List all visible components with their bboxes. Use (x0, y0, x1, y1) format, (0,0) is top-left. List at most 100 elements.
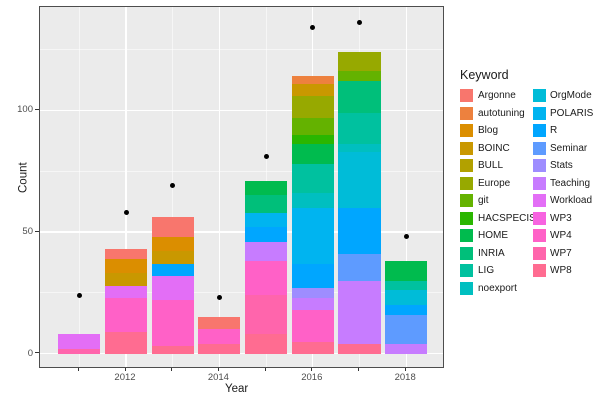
bar-segment-2015-WP8 (245, 334, 288, 354)
legend-key-LIG (460, 264, 473, 277)
gridline-major-y (40, 353, 443, 355)
bar-segment-2017-OrgMode (338, 151, 381, 208)
point-2011 (76, 292, 82, 298)
bar-segment-2013-R (151, 263, 194, 276)
bar-segment-2018-LIG (385, 280, 428, 291)
bar-segment-2016-R (291, 263, 334, 288)
bar-segment-2012-WP8 (104, 331, 147, 354)
legend-key-Argonne (460, 89, 473, 102)
bar-segment-2016-Europe (291, 95, 334, 118)
legend-label-noexport: noexport (478, 282, 517, 294)
bar-segment-2018-OrgMode (385, 290, 428, 305)
bar-segment-2015-INRIA (245, 195, 288, 213)
legend-label-BULL: BULL (478, 160, 504, 171)
y-tick-label: 100 (17, 104, 33, 116)
bar-segment-2016-noexport (291, 193, 334, 208)
y-tick-mark (35, 108, 39, 110)
x-tick-label: 2012 (114, 372, 136, 383)
legend-key-WP8 (533, 264, 546, 277)
legend-key-autotuning (460, 106, 473, 120)
bar-segment-2012-BOINC (104, 273, 147, 286)
point-2015 (263, 154, 269, 160)
legend-label-WP4: WP4 (550, 230, 572, 241)
x-tick-mark (217, 368, 219, 371)
legend-key-POLARIS (533, 106, 546, 120)
point-2013 (170, 183, 176, 189)
y-axis-title: Count (17, 162, 30, 193)
legend-label-WP8: WP8 (550, 265, 572, 276)
gridline-major-x (218, 7, 221, 367)
legend-key-Stats (533, 159, 546, 172)
legend-key-Europe (460, 176, 473, 190)
bar-segment-2018-Teaching (385, 343, 428, 354)
legend-title: Keyword (460, 68, 509, 82)
legend-key-Seminar (533, 141, 546, 155)
bar-segment-2017-LIG (338, 112, 381, 145)
point-2017 (357, 20, 362, 26)
legend-key-git (460, 194, 473, 207)
x-axis-title: Year (225, 383, 249, 395)
y-tick-mark (35, 230, 39, 232)
legend-label-Seminar: Seminar (550, 142, 588, 154)
bar-segment-2014-WP4 (198, 329, 241, 344)
x-tick-mark (264, 368, 266, 371)
bar-segment-2017-INRIA (338, 81, 381, 113)
legend-label-autotuning: autotuning (478, 107, 525, 119)
bar-segment-2015-WP4 (245, 261, 288, 296)
gridline-minor-x (78, 7, 80, 367)
bar-segment-2016-Teaching (291, 297, 334, 310)
bar-segment-2011-Workload (58, 334, 101, 349)
bar-segment-2016-HOME (291, 144, 334, 164)
legend-key-WP4 (533, 229, 546, 242)
x-tick-mark (171, 368, 173, 371)
legend-label-HOME: HOME (478, 230, 508, 241)
bar-segment-2016-BOINC (291, 83, 334, 96)
bar-segment-2012-WP4 (104, 297, 147, 332)
bar-segment-2013-Blog (151, 236, 194, 252)
legend-label-OrgMode: OrgMode (550, 90, 592, 101)
bar-segment-2015-POLARIS (245, 212, 288, 228)
bar-segment-2018-HOME (385, 261, 428, 281)
bar-segment-2016-autotuning (291, 76, 334, 84)
bar-segment-2011-WP7 (58, 348, 101, 354)
bar-segment-2017-Teaching (338, 280, 381, 344)
legend-key-OrgMode (533, 89, 546, 102)
legend-key-WP7 (533, 246, 546, 260)
point-2012 (123, 210, 129, 216)
bar-segment-2013-Workload (151, 275, 194, 301)
bar-segment-2016-git (291, 117, 334, 135)
bar-segment-2013-Argonne (151, 217, 194, 237)
bar-segment-2018-Seminar (385, 314, 428, 344)
legend-key-Workload (533, 194, 546, 207)
legend-label-HACSPECIS: HACSPECIS (478, 212, 536, 224)
bar-segment-2013-BOINC (151, 251, 194, 264)
x-tick-label: 2014 (207, 372, 229, 383)
bar-segment-2017-WP8 (338, 343, 381, 354)
legend-label-WP7: WP7 (550, 247, 572, 259)
bar-segment-2015-Teaching (245, 241, 288, 262)
bar-segment-2012-Workload (104, 285, 147, 298)
legend-key-HOME (460, 229, 473, 242)
x-tick-mark (404, 368, 406, 371)
legend-label-WP3: WP3 (550, 212, 572, 224)
plot-panel (39, 6, 444, 368)
x-tick-mark (77, 368, 79, 371)
bar-segment-2015-R (245, 227, 288, 242)
bar-segment-2012-Blog (104, 258, 147, 274)
bar-segment-2015-HOME (245, 180, 288, 196)
legend-key-HACSPECIS (460, 211, 473, 225)
bar-segment-2017-R (338, 207, 381, 254)
bar-segment-2015-WP7 (245, 295, 288, 335)
bar-segment-2013-WP8 (151, 346, 194, 354)
bar-segment-2018-R (385, 305, 428, 315)
bar-segment-2012-Argonne (104, 249, 147, 259)
legend-key-BULL (460, 159, 473, 172)
bar-segment-2016-LIG (291, 163, 334, 194)
point-2014 (216, 295, 222, 301)
point-2018 (403, 234, 409, 240)
legend-label-Europe: Europe (478, 177, 511, 189)
gridline-minor-y (40, 170, 443, 172)
bar-segment-2017-Seminar (338, 253, 381, 281)
bar-segment-2017-Europe (338, 51, 381, 72)
